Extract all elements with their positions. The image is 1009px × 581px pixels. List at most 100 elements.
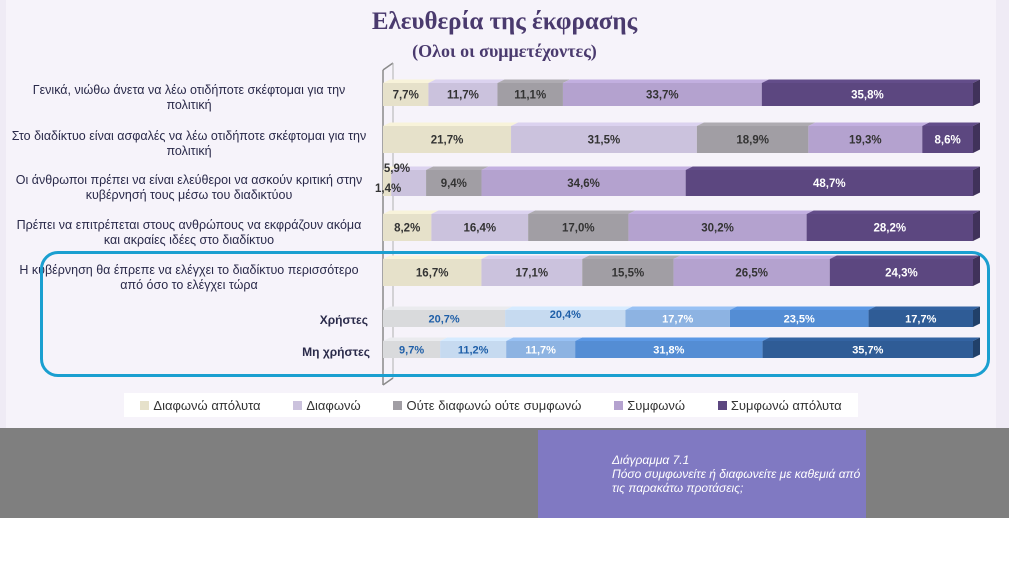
bar-label-6-0: 9,7% — [399, 345, 424, 357]
bar-top-0-3 — [562, 79, 769, 83]
bar-6-2 — [506, 341, 576, 358]
bar-label-6-4: 35,7% — [852, 345, 883, 357]
bar-label-0-3: 33,7% — [646, 90, 679, 102]
bar-top-2-3 — [481, 166, 693, 170]
bar-top-1-4 — [922, 122, 980, 126]
bar-label-1-1: 31,5% — [588, 135, 621, 147]
bar-label-1-0: 21,7% — [431, 135, 464, 147]
bar-top-6-2 — [506, 337, 583, 341]
bar-6-4 — [762, 341, 973, 358]
bar-top-3-4 — [806, 210, 980, 214]
bar-3-0 — [383, 214, 432, 241]
bar-label-5-0: 20,7% — [428, 314, 459, 326]
bar-top-0-1 — [428, 79, 505, 83]
row-label-1: Στο διαδίκτυο είναι ασφαλές να λέω οτιδή… — [11, 129, 367, 158]
bar-top-6-0 — [383, 337, 448, 341]
bar-label-5-1: 20,4% — [550, 309, 581, 321]
bar-label-3-1: 16,4% — [463, 223, 496, 235]
row-label-non-users: Μη χρήστες — [302, 345, 370, 359]
bar-1-1 — [511, 126, 697, 153]
row-label-3: Πρέπει να επιτρέπεται στους ανθρώπους να… — [16, 218, 362, 247]
caption-box: Διάγραμμα 7.1 Πόσο συμφωνείτε ή διαφωνεί… — [538, 430, 866, 518]
bar-5-2 — [625, 310, 730, 327]
bar-0-1 — [428, 83, 498, 106]
bar-top-4-4 — [829, 255, 980, 259]
bar-4-2 — [582, 259, 674, 286]
bar-label-5-4: 17,7% — [905, 314, 936, 326]
bar-top-2-2 — [426, 166, 489, 170]
bar-top-1-1 — [511, 122, 704, 126]
bar-label-5-2: 17,7% — [662, 314, 693, 326]
legend-swatch-2 — [393, 400, 403, 410]
bar-top-5-3 — [729, 306, 876, 310]
bar-label-3-3: 30,2% — [701, 223, 734, 235]
bar-3-1 — [431, 214, 529, 241]
legend-label-4: Συμφωνώ απόλυτα — [730, 397, 842, 413]
bar-3-2 — [528, 214, 629, 241]
bar-2-2 — [426, 170, 482, 196]
bar-2-4 — [685, 170, 973, 196]
bar-top-3-0 — [383, 210, 439, 214]
bar-top-4-0 — [383, 255, 489, 259]
bar-0-3 — [562, 83, 762, 106]
bar-5-0 — [383, 310, 506, 327]
bar-2-3 — [481, 170, 686, 196]
bar-6-1 — [440, 341, 507, 358]
bar-label-0-4: 35,8% — [851, 90, 884, 102]
bar-label-5-3: 23,5% — [784, 314, 815, 326]
chart-title: Ελευθερία της έκφρασης — [371, 8, 638, 35]
bar-top-0-0 — [383, 79, 436, 83]
bar-top-6-3 — [575, 337, 770, 341]
axis-wall-top — [382, 62, 394, 71]
legend-label-0: Διαφωνώ απόλυτα — [153, 397, 261, 413]
bar-label-1-2: 18,9% — [736, 135, 769, 147]
bar-4-1 — [481, 259, 583, 286]
bar-6-0 — [383, 341, 441, 358]
bar-6-3 — [575, 341, 763, 358]
bar-side-3 — [973, 210, 980, 241]
chart-subtitle: (Ολοι οι συμμετέχοντες) — [412, 41, 597, 61]
bar-top-6-1 — [440, 337, 514, 341]
row-label-users: Χρήστες — [319, 313, 368, 327]
bar-side-6 — [973, 337, 980, 358]
bar-0-4 — [761, 83, 973, 106]
bar-5-1 — [505, 310, 626, 327]
legend-swatch-3 — [614, 400, 624, 410]
bar-label-2-2: 9,4% — [441, 178, 467, 190]
bar-top-3-3 — [628, 210, 814, 214]
chart-plot: 7,7% 11,7% 11,1% 33,7% 35,8% 21,7% 31,5% 18,9% 1… — [375, 62, 980, 386]
legend-item-3: Συμφωνώ — [614, 398, 685, 413]
bar-4-3 — [673, 259, 830, 286]
bar-top-2-4 — [685, 166, 980, 170]
bar-0-2 — [497, 83, 563, 106]
bar-label-0-1: 11,7% — [447, 90, 479, 102]
bar-label-3-0: 8,2% — [394, 223, 420, 235]
bar-label-2-4: 48,7% — [813, 178, 846, 190]
legend-item-4: Συμφωνώ απόλυτα — [717, 397, 842, 413]
axis-wall-bottom — [382, 377, 394, 386]
bar-label-0-0: 7,7% — [393, 90, 419, 102]
footer: Διάγραμμα 7.1 Πόσο συμφωνείτε ή διαφωνεί… — [0, 428, 1009, 581]
bar-top-1-2 — [696, 122, 816, 126]
bar-0-0 — [383, 83, 429, 106]
bar-label-4-4: 24,3% — [885, 268, 918, 280]
bar-label-4-0: 16,7% — [416, 268, 449, 280]
bar-label-2-3: 34,6% — [567, 178, 600, 190]
caption-text: Πόσο συμφωνείτε ή διαφωνείτε με καθεμιά … — [612, 467, 861, 495]
bar-3-3 — [628, 214, 807, 241]
bar-label-1-4: 8,6% — [935, 135, 961, 147]
bar-2-0 — [383, 170, 392, 196]
bar-4-0 — [383, 259, 482, 286]
caption-title: Διάγραμμα 7.1 — [612, 453, 690, 467]
legend-swatch-1 — [293, 400, 303, 410]
bar-5-4 — [868, 310, 973, 327]
highlight-frame — [40, 251, 990, 377]
bar-2-1 — [391, 170, 427, 196]
bar-1-4 — [922, 126, 973, 153]
bar-5-3 — [729, 310, 869, 327]
bar-top-5-2 — [625, 306, 737, 310]
legend-label-3: Συμφωνώ — [627, 397, 686, 413]
bar-side-5 — [973, 306, 980, 327]
bar-label-1-3: 19,3% — [849, 135, 882, 147]
bar-top-0-2 — [497, 79, 570, 83]
